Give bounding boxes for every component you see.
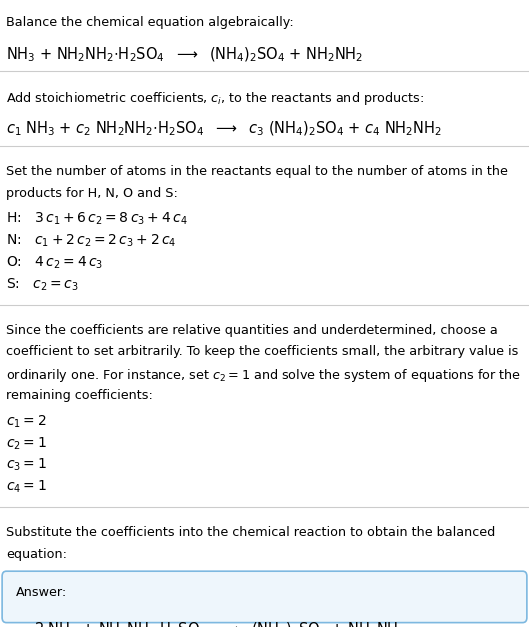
Text: ordinarily one. For instance, set $c_2 = 1$ and solve the system of equations fo: ordinarily one. For instance, set $c_2 =…	[6, 367, 522, 384]
Text: NH$_3$ + NH$_2$NH$_2$$\cdot$H$_2$SO$_4$  $\longrightarrow$  (NH$_4$)$_2$SO$_4$ +: NH$_3$ + NH$_2$NH$_2$$\cdot$H$_2$SO$_4$ …	[6, 46, 363, 64]
Text: products for H, N, O and S:: products for H, N, O and S:	[6, 187, 178, 200]
Text: $c_3 = 1$: $c_3 = 1$	[6, 457, 47, 473]
Text: 2 NH$_3$ + NH$_2$NH$_2$$\cdot$H$_2$SO$_4$  $\longrightarrow$  (NH$_4$)$_2$SO$_4$: 2 NH$_3$ + NH$_2$NH$_2$$\cdot$H$_2$SO$_4…	[34, 620, 406, 627]
Text: equation:: equation:	[6, 548, 67, 561]
Text: Balance the chemical equation algebraically:: Balance the chemical equation algebraica…	[6, 16, 294, 29]
Text: Substitute the coefficients into the chemical reaction to obtain the balanced: Substitute the coefficients into the che…	[6, 526, 496, 539]
Text: O:   $4\,c_2 = 4\,c_3$: O: $4\,c_2 = 4\,c_3$	[6, 255, 104, 271]
FancyBboxPatch shape	[2, 571, 527, 623]
Text: $c_4 = 1$: $c_4 = 1$	[6, 479, 47, 495]
Text: N:   $c_1 + 2\,c_2 = 2\,c_3 + 2\,c_4$: N: $c_1 + 2\,c_2 = 2\,c_3 + 2\,c_4$	[6, 233, 177, 249]
Text: $c_2 = 1$: $c_2 = 1$	[6, 435, 47, 451]
Text: H:   $3\,c_1 + 6\,c_2 = 8\,c_3 + 4\,c_4$: H: $3\,c_1 + 6\,c_2 = 8\,c_3 + 4\,c_4$	[6, 211, 188, 227]
Text: $c_1$ NH$_3$ + $c_2$ NH$_2$NH$_2$$\cdot$H$_2$SO$_4$  $\longrightarrow$  $c_3$ (N: $c_1$ NH$_3$ + $c_2$ NH$_2$NH$_2$$\cdot$…	[6, 120, 442, 138]
Text: remaining coefficients:: remaining coefficients:	[6, 389, 153, 403]
Text: $c_1 = 2$: $c_1 = 2$	[6, 413, 47, 429]
Text: Since the coefficients are relative quantities and underdetermined, choose a: Since the coefficients are relative quan…	[6, 324, 498, 337]
Text: coefficient to set arbitrarily. To keep the coefficients small, the arbitrary va: coefficient to set arbitrarily. To keep …	[6, 345, 519, 359]
Text: Answer:: Answer:	[16, 586, 67, 599]
Text: S:   $c_2 = c_3$: S: $c_2 = c_3$	[6, 277, 79, 293]
Text: Set the number of atoms in the reactants equal to the number of atoms in the: Set the number of atoms in the reactants…	[6, 165, 508, 178]
Text: Add stoichiometric coefficients, $c_i$, to the reactants and products:: Add stoichiometric coefficients, $c_i$, …	[6, 90, 424, 107]
